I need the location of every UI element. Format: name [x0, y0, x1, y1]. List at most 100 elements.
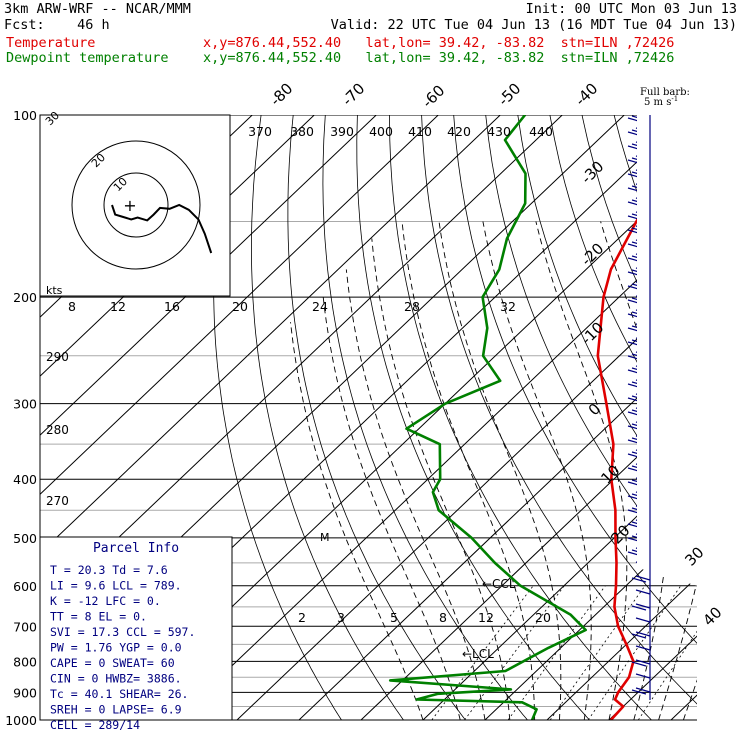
isotherm-label: 40	[699, 603, 725, 629]
model-title: 3km ARW-WRF -- NCAR/MMM	[4, 1, 191, 17]
isotherm-line	[670, 115, 697, 720]
wind-barb	[635, 309, 651, 315]
wind-barb	[635, 267, 651, 273]
wind-barb	[635, 505, 651, 511]
hodograph-kts-label: kts	[46, 284, 63, 297]
wind-barb	[627, 383, 643, 389]
dry-adiabat-line	[549, 115, 697, 720]
dry-adiabat-line	[710, 115, 740, 720]
isotherm-label: -60	[418, 81, 448, 111]
wind-barb	[627, 467, 643, 473]
mixing-ratio-label: 2	[298, 610, 306, 625]
pressure-label: 500	[13, 531, 37, 546]
isotherm-line	[236, 115, 697, 720]
wind-barb	[627, 215, 643, 221]
parcel-info-line: K = -12 LFC = 0.	[50, 594, 161, 608]
moist-adiabat-line	[682, 221, 697, 720]
header: 3km ARW-WRF -- NCAR/MMM Init: 00 UTC Mon…	[0, 0, 740, 70]
isotherm-label: -80	[266, 79, 296, 109]
wind-barb	[635, 169, 651, 175]
valid-time: Valid: 22 UTC Tue 04 Jun 13 (16 MDT Tue …	[330, 17, 737, 33]
wind-barb	[635, 379, 651, 385]
ccl-annotation: ←CCL	[482, 577, 516, 591]
isotherm-label: 20	[607, 521, 633, 547]
hodograph-speed-label: 20	[232, 299, 248, 314]
wind-barb	[635, 127, 651, 133]
dry-adiabat-line	[517, 115, 697, 720]
dewpoint-legend-label: Dewpoint temperature	[6, 50, 169, 66]
mixing-ratio-label: 20	[535, 610, 551, 625]
wind-barb	[627, 117, 643, 123]
dewpoint-profile-line	[388, 115, 587, 720]
isotherm-label: 30	[681, 543, 707, 569]
barb-legend-unit: 5 m s-1	[644, 95, 678, 108]
dry-adiabat-line	[322, 115, 528, 720]
wind-barb	[627, 551, 643, 557]
isotherm-line	[40, 115, 501, 720]
pressure-label: 100	[13, 108, 37, 123]
wind-barb	[627, 481, 643, 487]
dry-adiabat-line	[613, 115, 697, 720]
pressure-label: 200	[13, 290, 37, 305]
isotherm-line	[608, 115, 697, 720]
parcel-info-line: LI = 9.6 LCL = 789.	[50, 579, 182, 593]
wind-barb	[635, 491, 651, 497]
m-annotation: M	[320, 531, 330, 544]
wind-barb	[627, 145, 643, 151]
parcel-info-line: CIN = 0 HWBZ= 3886.	[50, 672, 182, 686]
wind-barb	[635, 141, 651, 147]
moist-adiabat-line	[600, 221, 670, 720]
dry-adiabat-line	[356, 115, 590, 720]
pressure-label: 400	[13, 472, 37, 487]
wind-barb	[627, 271, 643, 277]
hodograph-ring-10	[103, 172, 169, 238]
hodograph-speed-label: 24	[312, 299, 328, 314]
isotherm-line	[360, 115, 697, 720]
init-time: Init: 00 UTC Mon 03 Jun 13	[525, 1, 737, 17]
theta-label: 270	[46, 494, 69, 508]
wind-barb	[635, 197, 651, 203]
wind-barb	[631, 605, 647, 611]
mixing-ratio-label: 8	[439, 610, 447, 625]
theta-label: 280	[46, 423, 69, 437]
theta-e-label: 390	[330, 124, 354, 139]
wind-barb	[627, 187, 643, 193]
dry-adiabat-line	[581, 115, 697, 720]
wind-barb	[635, 589, 651, 595]
wind-barb	[635, 253, 651, 259]
theta-e-label: 430	[487, 124, 511, 139]
dewpoint-location-info: x,y=876.44,552.40 lat,lon= 39.42, -83.82…	[203, 50, 675, 66]
wind-barb	[635, 687, 651, 693]
dry-adiabat-line	[250, 115, 404, 720]
parcel-info-line: CELL = 289/14	[50, 718, 140, 732]
wind-barb	[627, 411, 643, 417]
moist-adiabat-line	[438, 221, 562, 720]
wind-barb	[635, 115, 651, 119]
wind-barb	[627, 243, 643, 249]
mixing-ratio-label: 5	[390, 610, 398, 625]
moist-adiabat-line	[371, 238, 511, 720]
wind-barb	[635, 183, 651, 189]
mixing-ratio-line	[587, 585, 682, 720]
dry-adiabat-line	[213, 115, 342, 720]
wind-barb	[627, 327, 643, 333]
moist-adiabat-line	[535, 221, 628, 720]
wind-barb	[635, 463, 651, 469]
isotherm-label: -70	[338, 79, 368, 109]
isotherm-line	[40, 115, 439, 720]
hodograph-ring-20	[71, 140, 201, 270]
wind-barb	[635, 477, 651, 483]
theta-e-label: 400	[369, 124, 393, 139]
wind-barb	[627, 299, 643, 305]
dry-adiabat-line	[677, 115, 697, 720]
wind-barb	[635, 561, 651, 567]
wind-barb	[635, 533, 651, 539]
parcel-info-title: Parcel Info	[93, 541, 179, 556]
wind-barb	[631, 689, 647, 695]
wind-barb	[635, 393, 651, 399]
wind-barb	[631, 577, 647, 583]
moist-adiabat-line	[658, 221, 697, 720]
wind-barb	[627, 453, 643, 459]
wind-barb	[635, 421, 651, 427]
isotherm-label: 0	[585, 400, 604, 419]
